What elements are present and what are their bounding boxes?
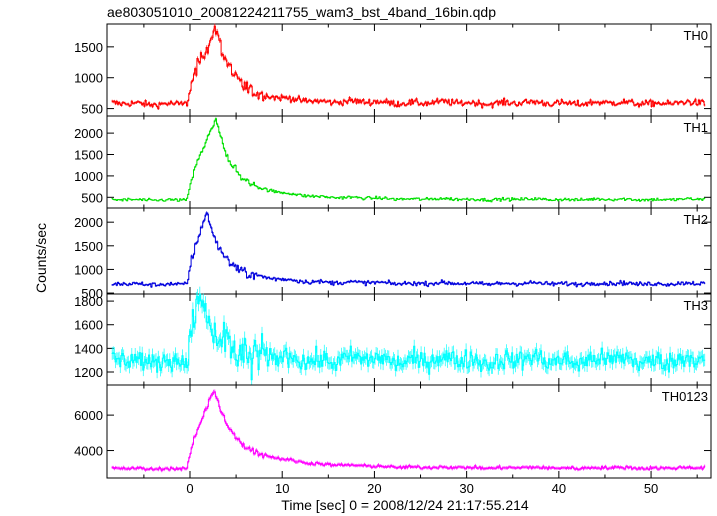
y-tick-label: 1500	[74, 239, 103, 254]
y-tick-label: 1400	[74, 341, 103, 356]
y-tick-label: 1500	[74, 148, 103, 163]
y-tick-label: 1000	[74, 71, 103, 86]
y-tick-label: 2000	[74, 126, 103, 141]
y-tick-label: 1500	[74, 40, 103, 55]
y-tick-label: 1600	[74, 318, 103, 333]
chart-title: ae803051010_20081224211755_wam3_bst_4ban…	[107, 4, 496, 20]
light-curve-th3	[111, 293, 706, 381]
light-curve-th2	[111, 212, 706, 288]
panel-frame	[106, 293, 712, 386]
x-tick-label: 20	[367, 481, 381, 496]
y-tick-label: 1200	[74, 365, 103, 380]
error-bars	[111, 117, 706, 203]
light-curve-th1	[111, 118, 706, 203]
y-tick-label: 1000	[74, 262, 103, 277]
x-tick-label: 50	[644, 481, 658, 496]
panel-th1: 500 1000 1500 2000 TH1	[74, 115, 712, 209]
error-bars	[111, 389, 706, 473]
x-tick-label: 0	[186, 481, 193, 496]
x-axis-title: Time [sec] 0 = 2008/12/24 21:17:55.214	[281, 497, 529, 513]
panel-label: TH2	[683, 212, 708, 227]
error-bars	[111, 211, 706, 288]
panel-frame	[106, 115, 712, 209]
panel-frame	[106, 384, 712, 479]
x-tick-label: 10	[275, 481, 289, 496]
panel-th3: 1200 1400 1600 1800 TH3	[74, 286, 712, 386]
y-tick-label: 1000	[74, 169, 103, 184]
y-tick-label: 6000	[74, 408, 103, 423]
y-axis-title: Counts/sec	[33, 223, 49, 293]
panel-label: TH0	[683, 28, 708, 43]
x-tick-label: 40	[552, 481, 566, 496]
light-curve-th0	[111, 25, 706, 110]
panel-label: TH3	[683, 298, 708, 313]
panel-th0123: 4000 6000 TH0123	[74, 384, 712, 479]
y-tick-label: 500	[81, 286, 103, 301]
light-curve-th0123	[111, 391, 706, 472]
panel-label: TH0123	[662, 389, 708, 404]
y-tick-label: 4000	[74, 444, 103, 459]
error-bars	[111, 23, 706, 110]
panel-label: TH1	[683, 120, 708, 135]
y-tick-label: 2000	[74, 215, 103, 230]
panel-th0: 500 1000 1500 TH0	[74, 23, 712, 117]
y-tick-label: 500	[81, 190, 103, 205]
panel-th2: 500 1000 1500 2000 TH2	[74, 207, 712, 301]
y-tick-label: 1800	[74, 294, 103, 309]
y-tick-label: 500	[81, 102, 103, 117]
x-tick-label: 30	[459, 481, 473, 496]
